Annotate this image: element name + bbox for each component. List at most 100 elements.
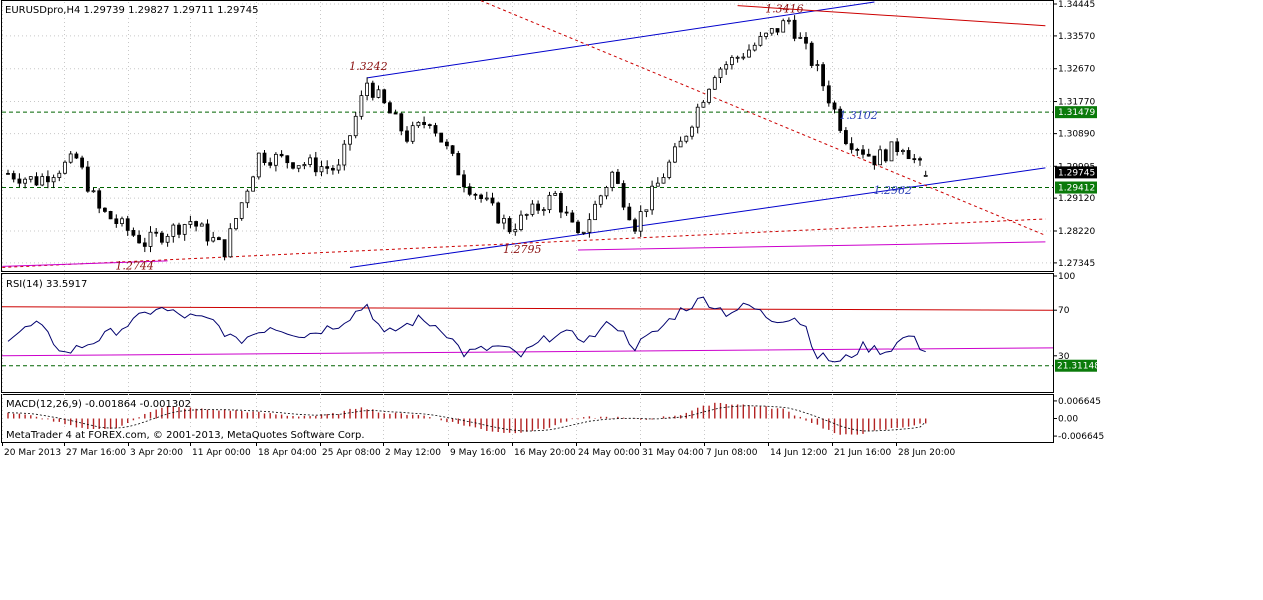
candle <box>405 126 409 144</box>
candle <box>273 152 278 172</box>
time-tick-label: 18 Apr 04:00 <box>258 448 317 458</box>
trendline-layer <box>2 0 1053 268</box>
macd-series <box>7 402 927 435</box>
macd-header: MACD(12,26,9) -0.001864 -0.001302 <box>6 399 191 410</box>
rsi-tick-label: 70 <box>1058 306 1070 316</box>
rsi-level-line[interactable] <box>1 306 1054 311</box>
price-annotation: 1.2795 <box>503 243 542 256</box>
candle <box>46 170 50 189</box>
rsi-tick-label: 30 <box>1058 352 1070 362</box>
candle <box>268 157 273 169</box>
candle <box>365 77 370 101</box>
candle <box>826 80 831 107</box>
main-pane-frame <box>1 0 1054 272</box>
trendline[interactable] <box>2 218 1046 268</box>
candle <box>251 175 256 192</box>
candle <box>906 147 911 160</box>
candle <box>262 149 267 166</box>
candle <box>188 215 193 229</box>
candle <box>758 31 763 47</box>
macd-axis: 0.006645 0.00 -0.006645 <box>1053 397 1104 442</box>
price-annotation: 1.3102 <box>839 109 878 122</box>
candle <box>484 191 489 202</box>
candle <box>439 132 444 143</box>
candle <box>724 61 729 75</box>
candle <box>587 213 592 238</box>
candle <box>912 154 917 164</box>
candle <box>313 151 318 177</box>
candle <box>319 160 324 177</box>
candle <box>68 151 73 164</box>
candle <box>6 169 10 175</box>
candle <box>775 28 780 36</box>
candle <box>684 135 689 144</box>
candle <box>74 151 79 160</box>
candle <box>781 18 786 33</box>
candle <box>479 193 484 203</box>
candle <box>718 67 723 83</box>
rsi-line <box>7 296 926 363</box>
time-tick-label: 2 May 12:00 <box>385 448 441 458</box>
current-price-tag-bg <box>1055 166 1097 179</box>
time-tick-label: 14 Jun 12:00 <box>770 448 827 458</box>
candle <box>809 41 814 69</box>
candle <box>348 135 352 151</box>
candle <box>633 217 637 235</box>
candle <box>342 140 347 171</box>
candle <box>747 44 751 58</box>
candle <box>473 192 478 200</box>
candle <box>815 60 820 72</box>
candle <box>644 209 649 218</box>
level-tag-bg <box>1055 106 1097 119</box>
price-axis: 1.344451.335701.326701.317701.308901.299… <box>1053 0 1097 269</box>
candle <box>410 121 415 144</box>
candlestick-series <box>6 15 928 261</box>
candle <box>787 17 791 25</box>
rsi-level-line[interactable] <box>1 347 1054 357</box>
candle <box>302 161 307 170</box>
candle <box>359 90 364 120</box>
trendline[interactable] <box>577 241 1046 251</box>
rsi-header: RSI(14) 33.5917 <box>6 279 87 290</box>
trendline[interactable] <box>2 260 168 267</box>
candle <box>581 231 586 235</box>
level-tag: 1.31479 <box>1058 108 1095 118</box>
candle <box>444 139 449 150</box>
candle <box>798 32 803 39</box>
level-tag-bg <box>1055 181 1097 194</box>
time-tick-label: 3 Apr 20:00 <box>130 448 183 458</box>
candle <box>553 190 558 196</box>
macd-tick-label: 0.00 <box>1058 415 1078 425</box>
candle <box>427 123 432 129</box>
time-axis: 20 Mar 2013 27 Mar 16:00 3 Apr 20:00 11 Apr… <box>2 442 955 458</box>
candle <box>678 136 683 148</box>
candle <box>559 190 563 219</box>
candle <box>308 154 313 168</box>
candle <box>513 223 518 236</box>
price-tick-label: 1.27345 <box>1058 259 1095 269</box>
trendline[interactable] <box>737 5 1046 27</box>
candle <box>923 170 928 177</box>
candle <box>34 172 39 187</box>
candle <box>51 174 56 189</box>
candle <box>889 141 894 162</box>
candle <box>416 121 421 128</box>
candle <box>234 218 238 231</box>
price-tick-label: 1.32670 <box>1058 65 1095 75</box>
candle <box>80 155 84 170</box>
candle <box>131 227 136 237</box>
rsi-tag-bg <box>1055 359 1097 372</box>
trendline[interactable] <box>367 1 875 79</box>
candle <box>467 183 472 197</box>
candle <box>878 145 882 166</box>
candle <box>23 177 28 189</box>
candle <box>456 150 461 176</box>
price-tick-label: 1.34445 <box>1058 0 1095 10</box>
trendline[interactable] <box>475 0 1046 236</box>
candle <box>650 180 654 215</box>
candle <box>570 210 575 223</box>
candle <box>855 147 860 157</box>
trendline[interactable] <box>349 167 1046 268</box>
candle <box>120 216 124 227</box>
